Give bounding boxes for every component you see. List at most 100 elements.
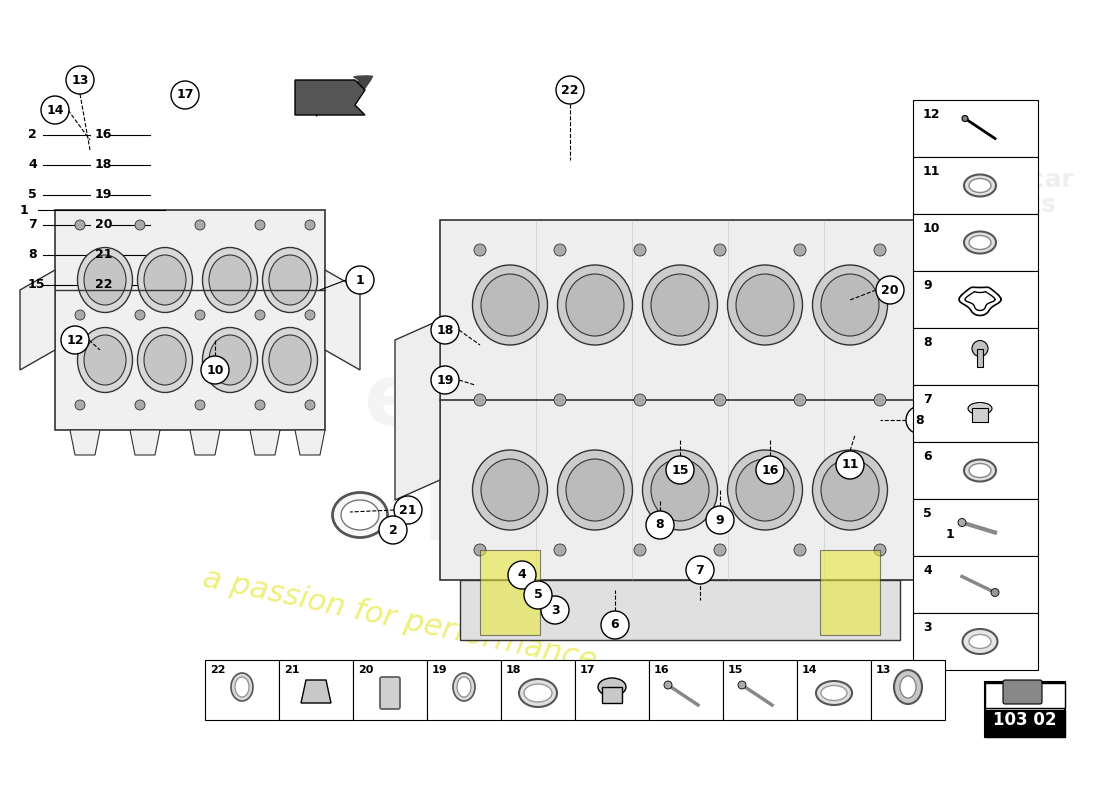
Text: 12: 12: [66, 334, 84, 346]
Text: 20: 20: [881, 283, 899, 297]
Ellipse shape: [202, 327, 257, 393]
Ellipse shape: [524, 684, 552, 702]
Ellipse shape: [964, 231, 996, 254]
FancyBboxPatch shape: [353, 660, 427, 720]
Ellipse shape: [821, 459, 879, 521]
Text: 19: 19: [437, 374, 453, 386]
Text: 8: 8: [915, 414, 924, 426]
FancyBboxPatch shape: [984, 682, 1065, 737]
Ellipse shape: [558, 265, 632, 345]
Ellipse shape: [481, 459, 539, 521]
Text: 5: 5: [28, 189, 36, 202]
Text: 20: 20: [358, 665, 373, 675]
Ellipse shape: [270, 255, 311, 305]
Circle shape: [195, 400, 205, 410]
Text: 9: 9: [923, 279, 932, 292]
Polygon shape: [190, 430, 220, 455]
Circle shape: [195, 220, 205, 230]
Circle shape: [305, 310, 315, 320]
Text: 7: 7: [923, 393, 932, 406]
Text: 1: 1: [20, 203, 29, 217]
Text: 15: 15: [671, 463, 689, 477]
Circle shape: [714, 244, 726, 256]
Circle shape: [346, 266, 374, 294]
Text: 16: 16: [95, 129, 112, 142]
FancyBboxPatch shape: [913, 157, 1038, 214]
Ellipse shape: [202, 247, 257, 313]
Ellipse shape: [473, 265, 548, 345]
Circle shape: [41, 96, 69, 124]
Circle shape: [936, 521, 964, 549]
Ellipse shape: [209, 335, 251, 385]
Text: 14: 14: [46, 103, 64, 117]
Ellipse shape: [964, 459, 996, 482]
FancyBboxPatch shape: [427, 660, 500, 720]
Ellipse shape: [77, 247, 132, 313]
Ellipse shape: [969, 634, 991, 649]
FancyBboxPatch shape: [913, 442, 1038, 499]
Text: 13: 13: [876, 665, 891, 675]
Ellipse shape: [473, 450, 548, 530]
Ellipse shape: [235, 677, 249, 697]
Circle shape: [634, 394, 646, 406]
Circle shape: [874, 394, 886, 406]
Text: 18: 18: [437, 323, 453, 337]
Text: 8: 8: [923, 336, 932, 349]
Circle shape: [706, 506, 734, 534]
FancyBboxPatch shape: [279, 660, 353, 720]
Text: 9: 9: [716, 514, 724, 526]
Ellipse shape: [144, 335, 186, 385]
Ellipse shape: [138, 327, 192, 393]
FancyBboxPatch shape: [500, 660, 575, 720]
Ellipse shape: [453, 673, 475, 701]
Ellipse shape: [456, 677, 471, 697]
Text: 17: 17: [580, 665, 595, 675]
Text: 6: 6: [610, 618, 619, 631]
Ellipse shape: [263, 327, 318, 393]
Text: 14: 14: [802, 665, 817, 675]
Text: eurocar: eurocar: [966, 168, 1075, 192]
Polygon shape: [301, 680, 331, 703]
Ellipse shape: [962, 629, 998, 654]
FancyBboxPatch shape: [972, 407, 988, 422]
Circle shape: [305, 400, 315, 410]
FancyBboxPatch shape: [913, 613, 1038, 670]
Circle shape: [541, 596, 569, 624]
Circle shape: [794, 394, 806, 406]
Circle shape: [75, 310, 85, 320]
Text: 21: 21: [399, 503, 417, 517]
Ellipse shape: [727, 265, 803, 345]
Circle shape: [794, 244, 806, 256]
FancyBboxPatch shape: [984, 710, 1065, 737]
Ellipse shape: [894, 670, 922, 704]
Text: a passion for performance: a passion for performance: [200, 564, 600, 676]
FancyBboxPatch shape: [575, 660, 649, 720]
Circle shape: [874, 544, 886, 556]
Polygon shape: [820, 550, 880, 635]
FancyBboxPatch shape: [1003, 680, 1042, 704]
Text: 15: 15: [728, 665, 744, 675]
Text: 10: 10: [207, 363, 223, 377]
Polygon shape: [324, 270, 360, 370]
FancyBboxPatch shape: [723, 660, 798, 720]
Text: 18: 18: [506, 665, 521, 675]
Ellipse shape: [138, 247, 192, 313]
Circle shape: [135, 310, 145, 320]
Ellipse shape: [821, 686, 847, 701]
Text: 8: 8: [28, 249, 36, 262]
Circle shape: [601, 611, 629, 639]
Polygon shape: [130, 430, 159, 455]
Ellipse shape: [598, 678, 626, 696]
Circle shape: [170, 81, 199, 109]
Circle shape: [255, 220, 265, 230]
Ellipse shape: [77, 327, 132, 393]
Ellipse shape: [969, 178, 991, 193]
FancyBboxPatch shape: [984, 683, 1065, 708]
FancyBboxPatch shape: [913, 328, 1038, 385]
Text: 3: 3: [923, 621, 932, 634]
Text: 22: 22: [561, 83, 579, 97]
Text: 11: 11: [842, 458, 859, 471]
Ellipse shape: [519, 679, 557, 707]
Text: 19: 19: [95, 189, 112, 202]
FancyBboxPatch shape: [913, 214, 1038, 271]
